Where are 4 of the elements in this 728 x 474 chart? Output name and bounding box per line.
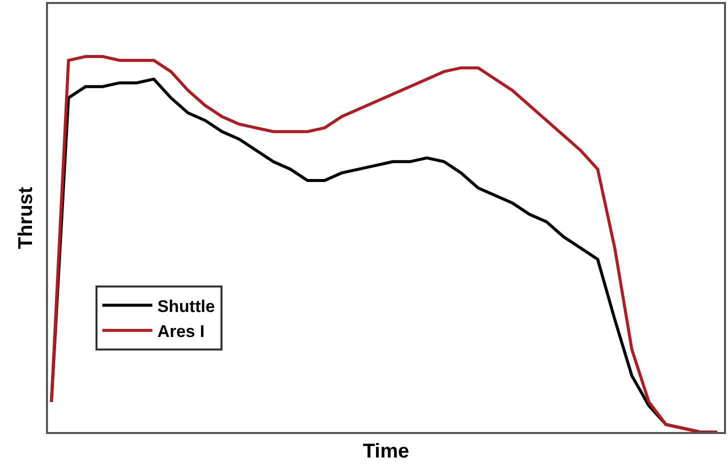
legend-label: Ares I (157, 322, 205, 341)
x-axis-title: Time (362, 440, 410, 462)
legend-label: Shuttle (157, 296, 215, 316)
y-axis-title: Thrust (15, 186, 37, 250)
